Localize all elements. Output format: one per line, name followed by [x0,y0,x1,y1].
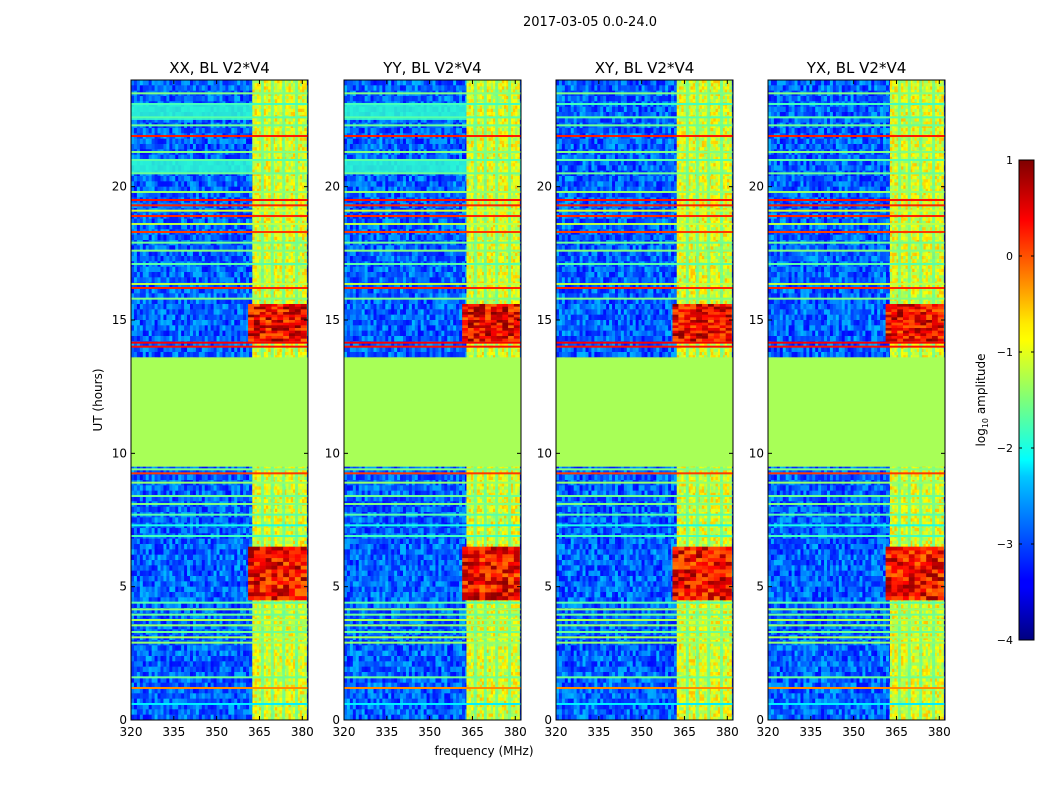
x-tick-label: 365 [673,725,696,739]
panel-3-image [556,80,733,720]
panel-1: 320 335 350 365 380 0 5 10 15 20 XX, BL V2*V4 [112,59,314,739]
colorbar-label: log10 amplitude [974,354,990,447]
colorbar-tick-label: 1 [1006,154,1013,167]
x-tick-label: 350 [630,725,653,739]
y-tick-label: 15 [537,313,552,327]
y-tick-label: 5 [119,580,127,594]
colorbar-tick-label: −4 [997,634,1013,647]
x-tick-label: 365 [461,725,484,739]
x-tick-label: 350 [205,725,228,739]
panel-4-image [768,80,945,720]
y-tick-label: 15 [112,313,127,327]
x-axis-label: frequency (MHz) [434,744,533,758]
y-tick-label: 10 [537,446,552,460]
colorbar-label-sub: 10 [981,418,990,428]
x-tick-label: 350 [842,725,865,739]
panel-4: 320 335 350 365 380 0 5 10 15 20 YX, BL V2*V4 [749,59,951,739]
panel-2: 320 335 350 365 380 0 5 10 15 20 YY, BL V2*V4 [325,59,527,739]
y-tick-label: 5 [332,580,340,594]
panel-frame [555,79,734,721]
y-tick-label: 10 [325,446,340,460]
colorbar-label-rest: amplitude [974,354,988,418]
y-tick-label: 0 [332,713,340,727]
panel-title: XY, BL V2*V4 [595,59,695,77]
y-tick-label: 20 [749,180,764,194]
flagged-region [344,357,521,467]
panel-title: YY, BL V2*V4 [382,59,481,77]
y-tick-label: 0 [544,713,552,727]
x-tick-label: 335 [799,725,822,739]
x-tick-label: 380 [291,725,314,739]
flagged-region [556,357,733,467]
y-tick-label: 15 [749,313,764,327]
x-tick-label: 320 [333,725,356,739]
x-tick-label: 380 [716,725,739,739]
colorbar-tick-label: −2 [997,442,1013,455]
panel-2-image [344,80,521,720]
flagged-region [768,357,945,467]
panel-frame [767,79,946,721]
x-tick-label: 335 [375,725,398,739]
x-tick-label: 380 [504,725,527,739]
y-tick-label: 5 [756,580,764,594]
x-tick-label: 335 [587,725,610,739]
x-tick-label: 350 [418,725,441,739]
y-tick-label: 5 [544,580,552,594]
x-tick-label: 365 [248,725,271,739]
y-tick-label: 10 [112,446,127,460]
colorbar-tick-label: −1 [997,346,1013,359]
panel-1-image [131,80,308,720]
y-tick-label: 10 [749,446,764,460]
colorbar-tick-label: −3 [997,538,1013,551]
x-tick-label: 380 [928,725,951,739]
y-axis-label: UT (hours) [91,368,105,431]
figure-title: 2017-03-05 0.0-24.0 [523,15,657,30]
panel-title: XX, BL V2*V4 [169,59,270,77]
panel-3: 320 335 350 365 380 0 5 10 15 20 XY, BL V2*V4 [537,59,739,739]
panels-group: 320 335 350 365 380 0 5 10 15 20 XX, BL V2*V4 320 33… [112,59,951,739]
x-tick-label: 320 [545,725,568,739]
y-tick-label: 0 [119,713,127,727]
colorbar-label-log: log [974,428,988,446]
y-tick-label: 20 [537,180,552,194]
y-tick-label: 20 [325,180,340,194]
flagged-region [131,357,308,467]
x-tick-label: 335 [162,725,185,739]
colorbar-tick-label: 0 [1006,250,1013,263]
panel-frame [343,79,522,721]
x-tick-label: 320 [757,725,780,739]
panel-frame [130,79,309,721]
x-tick-label: 365 [885,725,908,739]
y-tick-label: 0 [756,713,764,727]
colorbar: 1 0 −1 −2 −3 −4 [997,154,1035,647]
y-tick-label: 20 [112,180,127,194]
x-tick-label: 320 [120,725,143,739]
panel-title: YX, BL V2*V4 [806,59,907,77]
y-tick-label: 15 [325,313,340,327]
colorbar-gradient [1018,159,1035,641]
